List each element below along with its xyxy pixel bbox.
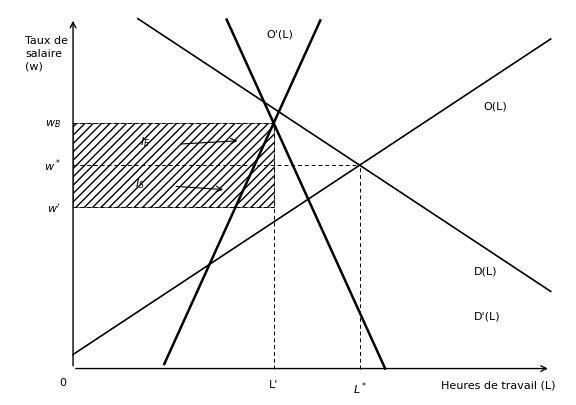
Text: O'(L): O'(L) bbox=[267, 30, 293, 39]
Text: D'(L): D'(L) bbox=[474, 311, 501, 321]
Text: L': L' bbox=[269, 379, 278, 389]
Text: $w_B$: $w_B$ bbox=[45, 118, 61, 130]
Text: O(L): O(L) bbox=[484, 101, 507, 111]
Text: $I_S$: $I_S$ bbox=[135, 177, 145, 190]
Text: $w^*$: $w^*$ bbox=[44, 158, 61, 174]
Text: $w'$: $w'$ bbox=[47, 201, 61, 214]
Text: D(L): D(L) bbox=[474, 266, 498, 276]
Text: $L^*$: $L^*$ bbox=[353, 379, 367, 396]
Text: Heures de travail (L): Heures de travail (L) bbox=[441, 379, 555, 389]
Text: $I_E$: $I_E$ bbox=[139, 134, 150, 148]
Text: 0: 0 bbox=[59, 377, 66, 387]
Text: Taux de
salaire
(w): Taux de salaire (w) bbox=[25, 36, 69, 71]
